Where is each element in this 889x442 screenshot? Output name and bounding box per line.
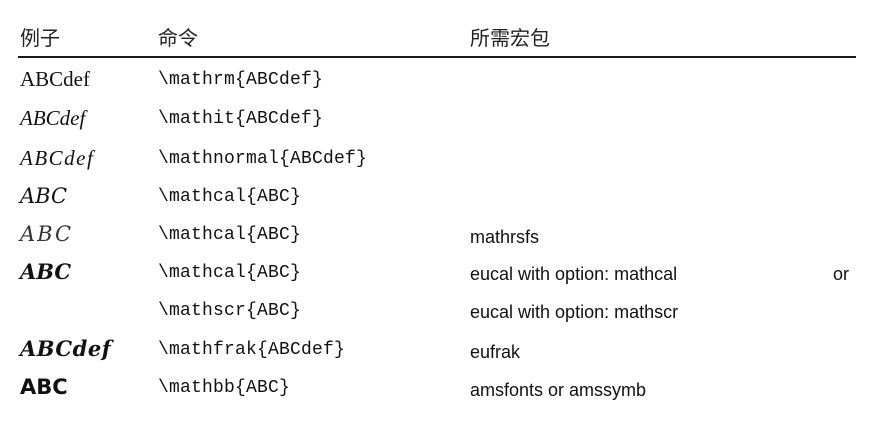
package-eufrak: eufrak bbox=[470, 342, 521, 362]
command-mathnormal: \mathnormal{ABCdef} bbox=[158, 149, 368, 169]
example-mathrm: ABCdef bbox=[20, 67, 90, 91]
example-mathbb: ABC bbox=[20, 375, 68, 399]
command-mathcal-eucal: \mathcal{ABC} bbox=[158, 263, 302, 283]
command-mathrm: \mathrm{ABCdef} bbox=[158, 70, 324, 90]
example-mathfrak: ABCdef bbox=[20, 336, 112, 361]
package-amsfonts: amsfonts or amssymb bbox=[470, 380, 647, 400]
package-eucal-mathcal: eucal with option: mathcal bbox=[470, 264, 678, 284]
package-mathrsfs: mathrsfs bbox=[470, 227, 540, 247]
command-mathscr: \mathscr{ABC} bbox=[158, 301, 302, 321]
header-package: 所需宏包 bbox=[470, 26, 550, 50]
header-command: 命令 bbox=[158, 26, 198, 50]
command-mathfrak: \mathfrak{ABCdef} bbox=[158, 340, 346, 360]
command-mathcal: \mathcal{ABC} bbox=[158, 187, 302, 207]
package-or: or bbox=[833, 264, 850, 284]
command-mathcal-rsfs: \mathcal{ABC} bbox=[158, 225, 302, 245]
header-example: 例子 bbox=[20, 26, 60, 50]
package-eucal-mathscr: eucal with option: mathscr bbox=[470, 302, 679, 322]
header-rule bbox=[18, 56, 856, 58]
example-mathit: ABCdef bbox=[20, 106, 86, 130]
command-mathit: \mathit{ABCdef} bbox=[158, 109, 324, 129]
command-mathbb: \mathbb{ABC} bbox=[158, 378, 291, 398]
example-mathnormal: ABCdef bbox=[20, 146, 95, 170]
example-mathcal: ABC bbox=[20, 184, 68, 208]
example-mathrsfs: ABC bbox=[20, 222, 74, 246]
example-eucal: ABC bbox=[20, 259, 72, 284]
